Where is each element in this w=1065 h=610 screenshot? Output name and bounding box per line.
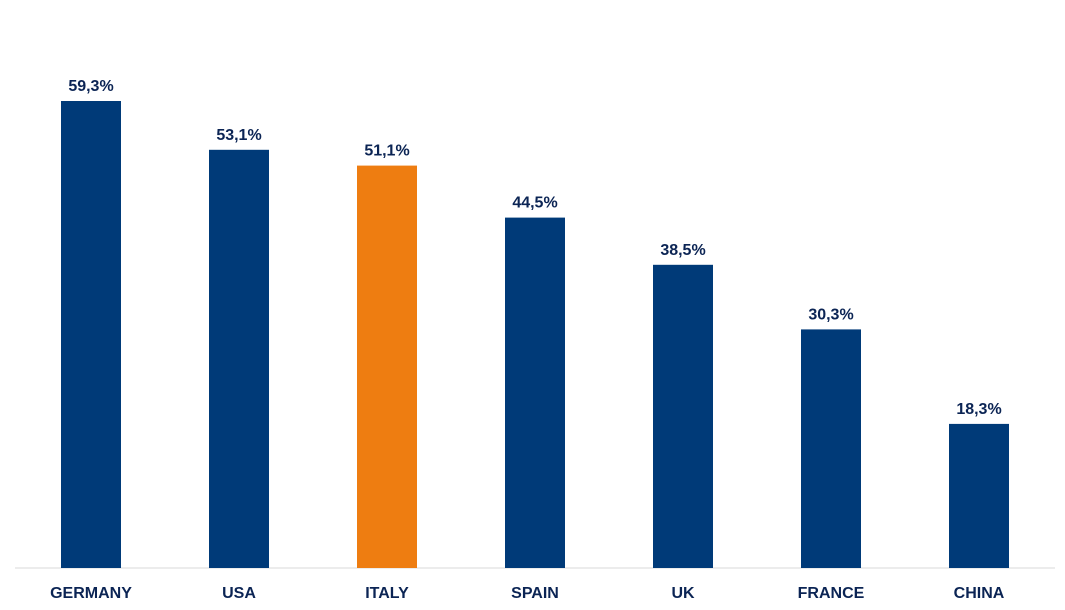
bar-germany bbox=[61, 101, 121, 568]
category-label-uk: UK bbox=[671, 585, 695, 602]
value-label-china: 18,3% bbox=[956, 401, 1001, 418]
value-labels-group: 59,3% 53,1% 51,1% 44,5% 38,5% 30,3% 18,3% bbox=[68, 78, 1001, 418]
category-label-china: CHINA bbox=[954, 585, 1005, 602]
value-label-france: 30,3% bbox=[808, 306, 853, 323]
category-label-italy: ITALY bbox=[365, 585, 409, 602]
bar-italy bbox=[357, 165, 417, 568]
bar-france bbox=[801, 329, 861, 568]
category-label-usa: USA bbox=[222, 585, 256, 602]
category-label-spain: SPAIN bbox=[511, 585, 559, 602]
bar-usa bbox=[209, 149, 269, 569]
category-label-france: FRANCE bbox=[798, 585, 865, 602]
bar-china bbox=[949, 423, 1009, 568]
bars-group bbox=[61, 101, 1009, 569]
value-label-uk: 38,5% bbox=[660, 242, 705, 259]
value-label-germany: 59,3% bbox=[68, 78, 113, 95]
bar-uk bbox=[653, 264, 713, 568]
value-label-spain: 44,5% bbox=[512, 195, 557, 212]
category-label-germany: GERMANY bbox=[50, 585, 132, 602]
category-labels-group: GERMANY USA ITALY SPAIN UK FRANCE CHINA bbox=[50, 585, 1005, 602]
bar-spain bbox=[505, 217, 565, 568]
value-label-italy: 51,1% bbox=[364, 143, 409, 160]
value-label-usa: 53,1% bbox=[216, 127, 261, 144]
